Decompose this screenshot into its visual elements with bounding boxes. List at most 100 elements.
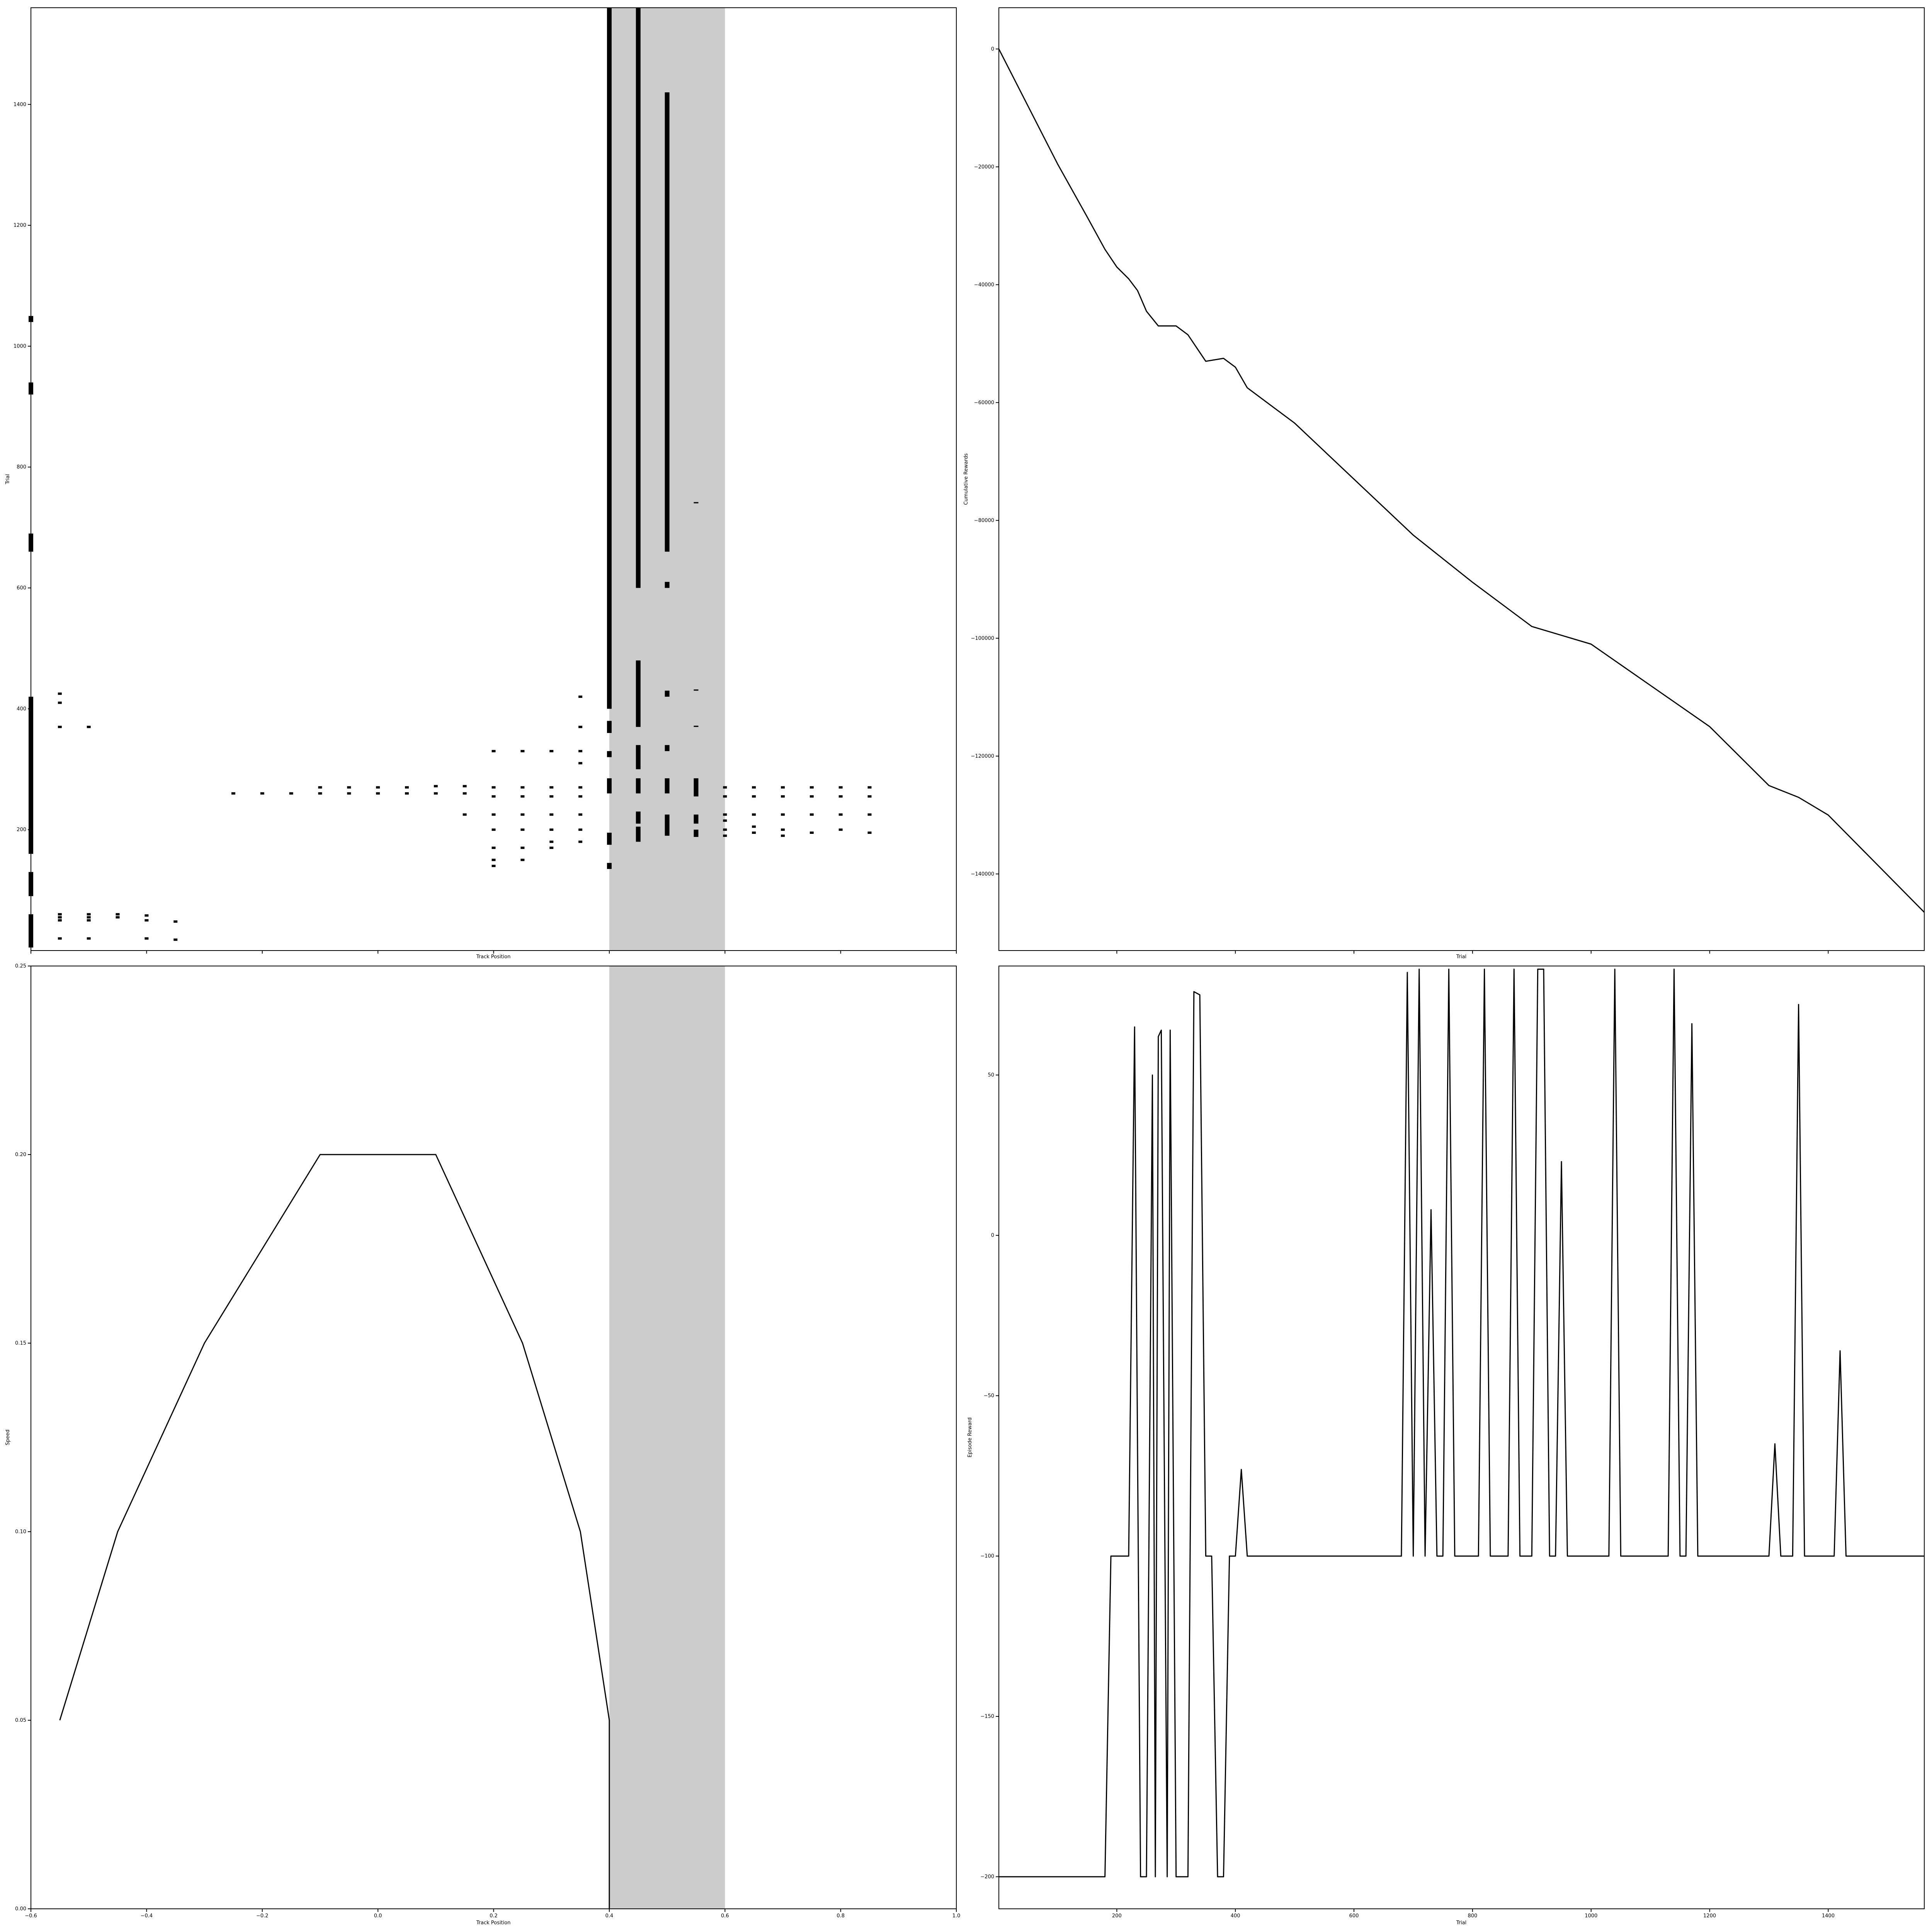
x-ticks xyxy=(1116,951,1829,954)
trial-mark xyxy=(87,916,91,918)
trial-mark xyxy=(549,750,554,752)
trial-mark xyxy=(58,916,62,918)
y-axis-label: Trial xyxy=(5,474,11,485)
trial-mark xyxy=(665,745,670,751)
trial-mark xyxy=(116,913,120,916)
trial-mark xyxy=(781,834,785,837)
trial-mark xyxy=(116,916,120,918)
trial-mark xyxy=(694,689,699,691)
trial-mark xyxy=(636,778,641,794)
trial-mark xyxy=(607,778,612,794)
trial-mark xyxy=(549,795,554,798)
shaded-region xyxy=(609,966,725,1909)
trial-mark xyxy=(492,828,496,831)
y-tick-label: 0.15 xyxy=(15,1340,26,1346)
trial-mark xyxy=(781,828,785,831)
x-axis-label: Track Position xyxy=(476,1920,511,1926)
trial-mark xyxy=(607,721,612,733)
trial-mark xyxy=(58,937,62,940)
trial-mark xyxy=(173,938,178,941)
trial-mark xyxy=(405,792,409,795)
series-line xyxy=(999,968,1924,1878)
trial-mark xyxy=(867,813,872,816)
x-tick-label: 400 xyxy=(1231,1913,1240,1919)
trial-mark xyxy=(752,786,756,789)
trial-mark xyxy=(492,859,496,861)
trial-mark xyxy=(723,813,727,816)
trial-mark xyxy=(260,792,264,795)
trial-mark xyxy=(434,792,438,795)
trial-mark xyxy=(636,745,641,769)
x-tick-label: 0.6 xyxy=(721,1913,729,1919)
trial-mark xyxy=(376,792,380,795)
trial-mark xyxy=(867,786,872,789)
y-tick-label: 200 xyxy=(17,827,26,833)
y-tick-label: 0.20 xyxy=(15,1152,26,1158)
trial-mark xyxy=(636,827,641,842)
trial-mark xyxy=(492,847,496,849)
trial-mark xyxy=(520,813,525,816)
trial-mark xyxy=(87,913,91,916)
panel-speed-vs-track-position: −0.6 −0.4 −0.2 0.0 0.2 0.4 0.6 0.8 1.0 0.000.050… xyxy=(5,963,960,1926)
trial-mark xyxy=(694,778,699,797)
x-tick-label: 0.2 xyxy=(490,1913,498,1919)
y-ticks: 0 −20000 −40000 −60000 −80000 −100000 −120000 −… xyxy=(971,46,999,877)
y-tick-label: 0.00 xyxy=(15,1906,26,1912)
trial-mark xyxy=(636,8,641,588)
x-tick-label: 0.8 xyxy=(837,1913,845,1919)
trial-mark xyxy=(578,840,583,843)
x-ticks: −0.6 −0.4 −0.2 0.0 0.2 0.4 0.6 0.8 1.0 xyxy=(25,1909,960,1919)
trial-mark xyxy=(752,795,756,798)
trial-mark xyxy=(607,833,612,845)
trial-mark xyxy=(347,786,351,789)
y-axis-label: Speed xyxy=(5,1430,11,1446)
trial-mark xyxy=(492,750,496,752)
trial-mark xyxy=(520,828,525,831)
trial-mark xyxy=(520,847,525,849)
x-tick-label: −0.6 xyxy=(25,1913,37,1919)
trial-mark xyxy=(58,919,62,922)
trial-mark xyxy=(463,785,467,787)
trial-mark xyxy=(578,750,583,752)
trial-mark xyxy=(838,795,843,798)
x-ticks xyxy=(31,951,957,954)
trial-mark xyxy=(781,813,785,816)
y-tick-label: 0.25 xyxy=(15,963,26,969)
trial-mark xyxy=(694,830,699,837)
x-ticks: 200 400 600 800 1000 1200 1400 xyxy=(1112,1909,1835,1919)
panel-episode-reward: 200 400 600 800 1000 1200 1400 50 0 −50 −100 −150 −… xyxy=(967,966,1925,1926)
y-ticks: 200 400 600 800 1000 1200 1400 xyxy=(14,102,31,833)
trial-mark xyxy=(607,863,612,869)
trial-mark xyxy=(58,913,62,916)
trial-mark xyxy=(87,726,91,728)
y-tick-label: −20000 xyxy=(974,164,994,170)
trial-mark xyxy=(578,786,583,789)
panel-cumulative-rewards: 0 −20000 −40000 −60000 −80000 −100000 −120000 −… xyxy=(963,7,1925,960)
data-series xyxy=(999,968,1924,1878)
x-tick-label: −0.4 xyxy=(141,1913,153,1919)
x-tick-label: −0.2 xyxy=(256,1913,269,1919)
trial-mark xyxy=(578,726,583,728)
y-tick-label: 1200 xyxy=(14,223,26,228)
trial-mark xyxy=(607,751,612,757)
trial-mark xyxy=(867,795,872,798)
trial-mark xyxy=(723,795,727,798)
trial-mark xyxy=(231,792,235,795)
x-tick-label: 600 xyxy=(1349,1913,1359,1919)
trial-mark xyxy=(520,859,525,861)
y-axis-label: Episode Reward xyxy=(967,1417,973,1458)
trial-mark xyxy=(434,785,438,787)
series-line xyxy=(998,49,1925,913)
y-tick-label: 0 xyxy=(991,1233,994,1238)
trial-mark xyxy=(376,786,380,789)
trial-mark xyxy=(810,832,814,834)
trial-mark xyxy=(636,660,641,727)
trial-mark xyxy=(87,919,91,922)
x-tick-label: 200 xyxy=(1112,1913,1122,1919)
trial-mark xyxy=(492,813,496,816)
trial-mark xyxy=(838,813,843,816)
x-tick-label: 800 xyxy=(1468,1913,1477,1919)
trial-mark xyxy=(549,840,554,843)
trial-mark xyxy=(405,786,409,789)
trial-mark xyxy=(723,828,727,831)
